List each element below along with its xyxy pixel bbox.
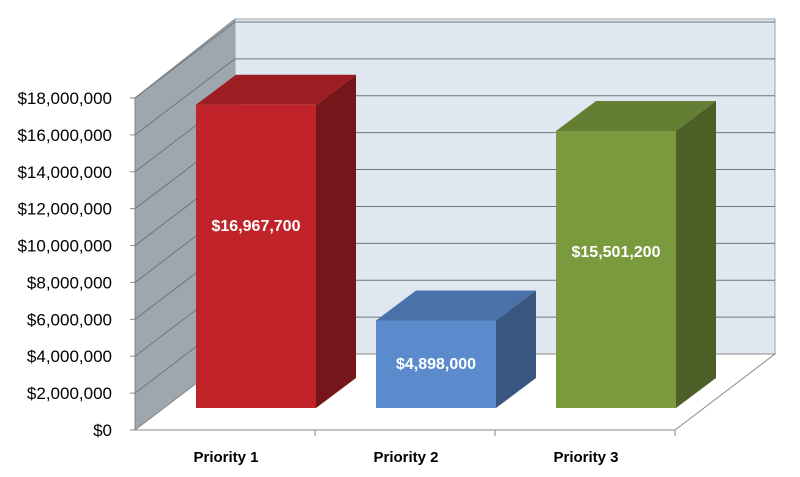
bar-front [196, 104, 316, 408]
x-category-label: Priority 2 [373, 449, 438, 466]
x-category-label: Priority 3 [553, 449, 618, 466]
y-tick-label: $0 [93, 421, 112, 440]
y-tick-label: $8,000,000 [27, 273, 112, 292]
bar-front [376, 320, 496, 408]
bar-top [376, 290, 536, 321]
y-tick-label: $6,000,000 [27, 310, 112, 329]
y-axis-ticks: $0 $2,000,000 $4,000,000 $6,000,000 $8,000,0… [17, 89, 135, 440]
y-tick-label: $14,000,000 [17, 163, 112, 182]
bar: $16,967,700 [196, 74, 356, 408]
bars: $16,967,700 $4,898,000 $15,501,200 [196, 74, 716, 408]
y-tick-label: $12,000,000 [17, 200, 112, 219]
gridline-side [134, 58, 236, 136]
bar: $15,501,200 [556, 100, 716, 408]
bar-side [316, 74, 356, 408]
data-label: $15,501,200 [572, 244, 661, 261]
y-tick-label: $2,000,000 [27, 384, 112, 403]
bar-side [496, 290, 536, 408]
y-tick-label: $10,000,000 [17, 237, 112, 256]
bar-top [196, 74, 356, 105]
bar-side [676, 100, 716, 408]
x-axis-labels: Priority 1 Priority 2 Priority 3 [193, 430, 676, 466]
bar-top [556, 100, 716, 131]
bar-front [556, 130, 676, 408]
data-label: $4,898,000 [396, 356, 476, 373]
gridline-side [134, 21, 236, 99]
bar: $4,898,000 [376, 290, 536, 408]
data-label: $16,967,700 [212, 218, 301, 235]
x-category-label: Priority 1 [193, 449, 258, 466]
y-tick-label: $4,000,000 [27, 347, 112, 366]
y-tick-label: $18,000,000 [17, 89, 112, 108]
y-tick-label: $16,000,000 [17, 126, 112, 145]
